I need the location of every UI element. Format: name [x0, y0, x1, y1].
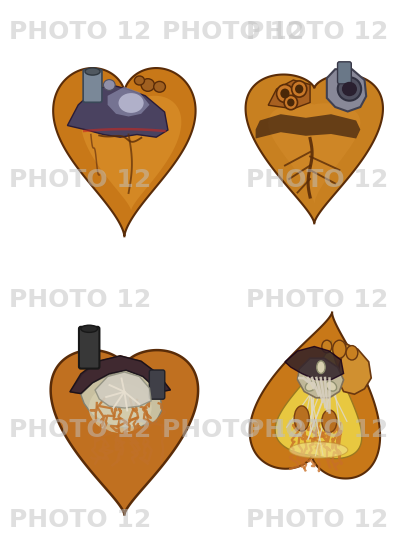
Polygon shape — [268, 80, 310, 109]
Text: PHOTO 12: PHOTO 12 — [9, 288, 151, 312]
Polygon shape — [275, 341, 362, 459]
Polygon shape — [81, 96, 181, 211]
Ellipse shape — [85, 68, 100, 75]
Text: PHOTO 12: PHOTO 12 — [162, 418, 304, 442]
Text: PHOTO 12: PHOTO 12 — [246, 508, 388, 532]
Ellipse shape — [289, 442, 348, 458]
FancyBboxPatch shape — [79, 327, 99, 368]
Ellipse shape — [103, 80, 115, 90]
Text: PHOTO 12: PHOTO 12 — [246, 288, 388, 312]
Polygon shape — [246, 75, 383, 223]
Ellipse shape — [81, 325, 98, 332]
Ellipse shape — [294, 406, 309, 431]
Polygon shape — [285, 346, 344, 380]
Ellipse shape — [141, 79, 154, 91]
FancyBboxPatch shape — [337, 62, 351, 84]
Polygon shape — [81, 370, 162, 428]
Circle shape — [276, 85, 293, 102]
Ellipse shape — [89, 383, 152, 433]
Text: PHOTO 12: PHOTO 12 — [9, 168, 151, 192]
Polygon shape — [70, 356, 171, 394]
Ellipse shape — [338, 78, 361, 101]
Polygon shape — [250, 312, 380, 478]
Polygon shape — [297, 358, 344, 398]
Ellipse shape — [325, 381, 337, 391]
Ellipse shape — [317, 361, 325, 373]
Polygon shape — [51, 350, 198, 515]
Polygon shape — [255, 114, 360, 139]
Text: PHOTO 12: PHOTO 12 — [246, 168, 388, 192]
Circle shape — [292, 81, 307, 97]
Text: PHOTO 12: PHOTO 12 — [9, 20, 151, 44]
Polygon shape — [268, 103, 360, 204]
Ellipse shape — [154, 81, 166, 92]
Text: PHOTO 12: PHOTO 12 — [246, 418, 388, 442]
Ellipse shape — [119, 93, 144, 113]
Circle shape — [280, 89, 290, 98]
Ellipse shape — [333, 340, 346, 358]
Circle shape — [295, 85, 303, 94]
Text: PHOTO 12: PHOTO 12 — [9, 508, 151, 532]
Text: PHOTO 12: PHOTO 12 — [162, 20, 304, 44]
Ellipse shape — [322, 410, 337, 432]
FancyBboxPatch shape — [83, 69, 102, 102]
Ellipse shape — [322, 340, 332, 353]
Ellipse shape — [305, 381, 316, 391]
Ellipse shape — [346, 345, 358, 360]
Circle shape — [287, 98, 295, 107]
Polygon shape — [95, 372, 151, 408]
FancyBboxPatch shape — [149, 370, 165, 399]
Ellipse shape — [342, 82, 357, 96]
Polygon shape — [338, 344, 371, 394]
Text: PHOTO 12: PHOTO 12 — [9, 418, 151, 442]
Polygon shape — [70, 356, 171, 394]
Polygon shape — [327, 69, 366, 112]
Text: PHOTO 12: PHOTO 12 — [246, 20, 388, 44]
Ellipse shape — [134, 76, 145, 85]
Polygon shape — [108, 87, 150, 117]
Polygon shape — [68, 85, 168, 137]
Circle shape — [284, 95, 297, 109]
Polygon shape — [53, 68, 196, 236]
